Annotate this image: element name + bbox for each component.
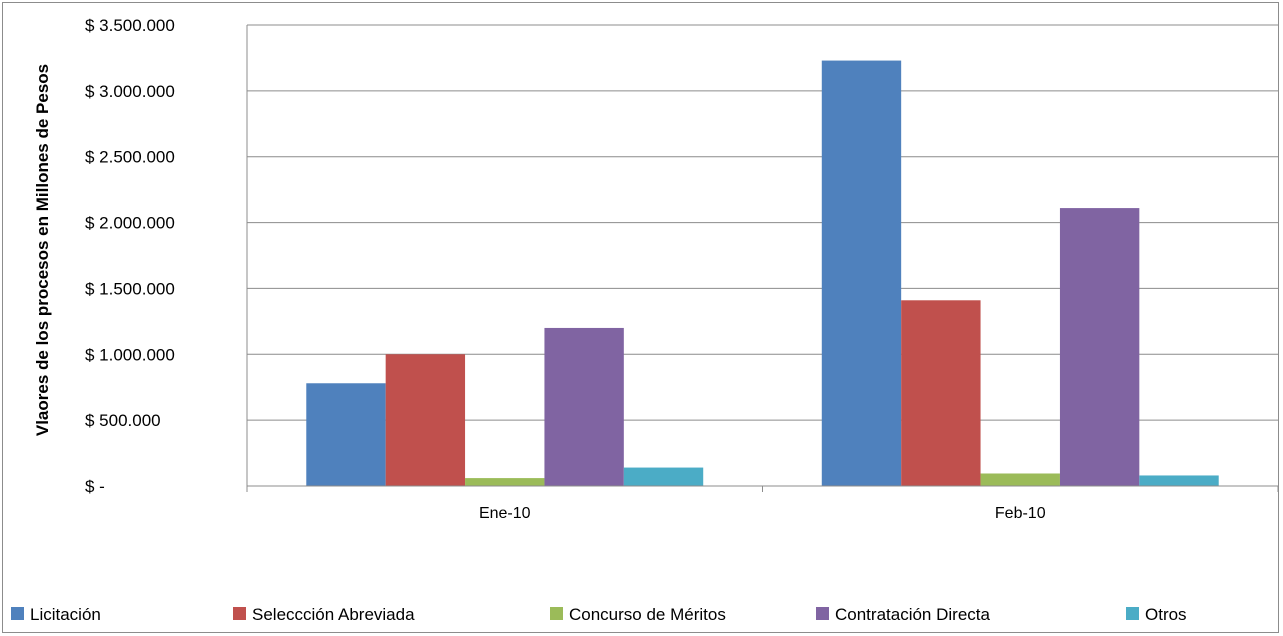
bar-concurso-de-m-ritos-feb-10 — [980, 473, 1060, 486]
bar-chart: $ - $ 500.000 $ 1.000.000 $ 1.500.000 $ 2.00… — [11, 16, 1279, 624]
legend-label: Seleccción Abreviada — [252, 605, 415, 624]
legend-item: Concurso de Méritos — [550, 605, 726, 624]
y-tick-label: $ 1.000.000 — [85, 345, 175, 364]
bar-licitaci-n-feb-10 — [821, 60, 902, 486]
legend-label: Contratación Directa — [835, 605, 991, 624]
legend: Licitación Seleccción Abreviada Concurso d… — [11, 605, 1187, 624]
legend-item: Contratación Directa — [816, 605, 991, 624]
bar-concurso-de-m-ritos-ene-10 — [465, 478, 545, 486]
y-tick-label: $ 3.000.000 — [85, 82, 175, 101]
x-tick-label: Ene-10 — [479, 505, 531, 522]
y-tick-label: $ 2.000.000 — [85, 214, 175, 233]
bar-contrataci-n-directa-feb-10 — [1059, 208, 1140, 486]
y-tick-label: $ 2.500.000 — [85, 148, 175, 167]
y-tick-label: $ 1.500.000 — [85, 279, 175, 298]
legend-item: Licitación — [11, 605, 101, 624]
y-axis-label: Vlaores de los procesos en Millones de P… — [33, 64, 52, 436]
legend-label: Otros — [1145, 605, 1187, 624]
legend-label: Concurso de Méritos — [569, 605, 726, 624]
y-tick-label: $ 3.500.000 — [85, 16, 175, 35]
x-tick-labels: Ene-10 Feb-10 — [479, 505, 1046, 522]
legend-label: Licitación — [30, 605, 101, 624]
bar-seleccci-n-abreviada-feb-10 — [901, 300, 981, 486]
bar-otros-feb-10 — [1139, 475, 1219, 486]
legend-swatch — [550, 607, 563, 620]
legend-item: Seleccción Abreviada — [233, 605, 415, 624]
bar-licitaci-n-ene-10 — [306, 383, 386, 486]
x-tick-label: Feb-10 — [995, 505, 1046, 522]
legend-swatch — [11, 607, 24, 620]
y-tick-label: $ - — [85, 477, 105, 496]
bar-otros-ene-10 — [623, 467, 704, 486]
y-tick-labels: $ - $ 500.000 $ 1.000.000 $ 1.500.000 $ 2.00… — [85, 16, 175, 496]
legend-swatch — [233, 607, 246, 620]
axes — [246, 25, 1279, 492]
legend-swatch — [1126, 607, 1139, 620]
bars — [306, 60, 1219, 486]
legend-swatch — [816, 607, 829, 620]
bar-contrataci-n-directa-ene-10 — [544, 327, 624, 486]
y-tick-label: $ 500.000 — [85, 411, 161, 430]
bar-seleccci-n-abreviada-ene-10 — [385, 354, 466, 486]
legend-item: Otros — [1126, 605, 1187, 624]
